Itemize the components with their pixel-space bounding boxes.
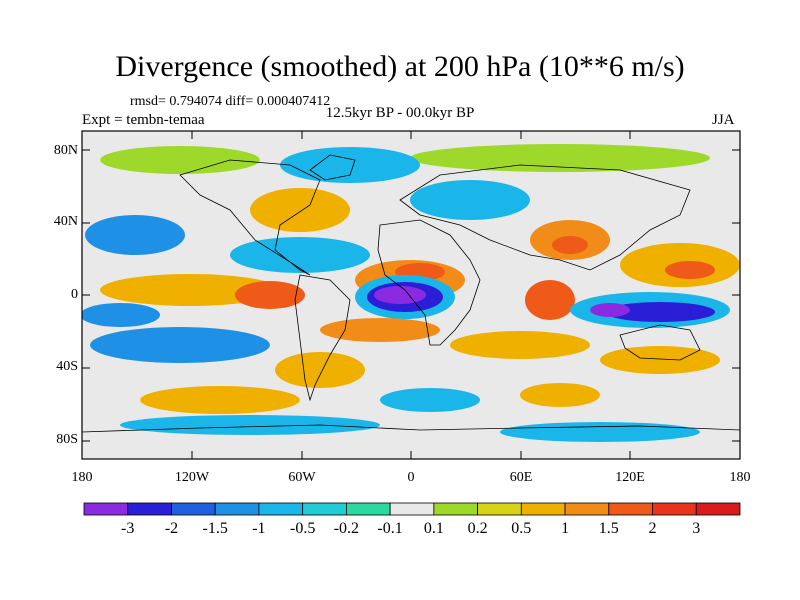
colorbar-label: -0.2	[333, 520, 360, 537]
colorbar-label: 1.5	[598, 520, 619, 537]
coastlines	[82, 154, 740, 433]
lat-label-40n: 40N	[53, 214, 78, 229]
colorbar-swatch	[433, 502, 478, 516]
lon-label-120e: 120E	[615, 470, 645, 485]
colorbar-swatch	[608, 502, 653, 516]
colorbar-swatch	[652, 502, 697, 516]
lat-label-40s: 40S	[56, 359, 78, 374]
colorbar-swatch	[520, 502, 566, 516]
colorbar-swatch	[302, 502, 347, 516]
colorbar-label: -1.5	[202, 520, 228, 537]
colorbar-swatch	[171, 502, 216, 516]
colorbar-label: 0.2	[467, 520, 488, 537]
colorbar-swatch	[214, 502, 260, 516]
colorbar-label: -0.5	[290, 520, 316, 537]
lat-label-eq: 0	[71, 287, 78, 302]
colorbar	[83, 502, 741, 516]
lon-label-60e: 60E	[509, 470, 533, 485]
colorbar-swatch	[695, 502, 741, 516]
lat-label-80n: 80N	[53, 143, 78, 158]
lon-label-0: 0	[407, 470, 415, 485]
colorbar-label: 1	[561, 520, 570, 537]
lon-label-60w: 60W	[288, 470, 316, 485]
colorbar-swatch	[127, 502, 172, 516]
colorbar-label: -1	[252, 520, 266, 537]
divergence-field	[82, 131, 740, 459]
colorbar-label: 2	[648, 520, 657, 537]
colorbar-swatch	[345, 502, 391, 516]
lon-label-120w: 120W	[174, 470, 210, 485]
colorbar-label: 3	[692, 520, 701, 537]
colorbar-swatch	[477, 502, 522, 516]
colorbar-swatch	[389, 502, 435, 516]
stats-text: rmsd= 0.794074 diff= 0.000407412	[130, 94, 331, 109]
colorbar-label: -2	[164, 520, 179, 537]
colorbar-swatch	[83, 502, 129, 516]
colorbar-swatch	[258, 502, 304, 516]
lat-label-80s: 80S	[56, 432, 78, 447]
season-label: JJA	[712, 112, 735, 128]
map-title: Divergence (smoothed) at 200 hPa (10**6 …	[115, 50, 685, 83]
colorbar-swatch	[564, 502, 610, 516]
lon-label-180w: 180	[71, 470, 93, 485]
axis-ticks	[82, 131, 740, 459]
colorbar-label: -3	[121, 520, 135, 537]
colorbar-label: 0.5	[511, 520, 532, 537]
colorbar-label: -0.1	[377, 520, 403, 537]
lon-label-180e: 180	[729, 470, 751, 485]
colorbar-label: 0.1	[423, 520, 444, 537]
period-label: 12.5kyr BP - 00.0kyr BP	[325, 105, 475, 121]
experiment-label: Expt = tembn-temaa	[82, 112, 205, 128]
